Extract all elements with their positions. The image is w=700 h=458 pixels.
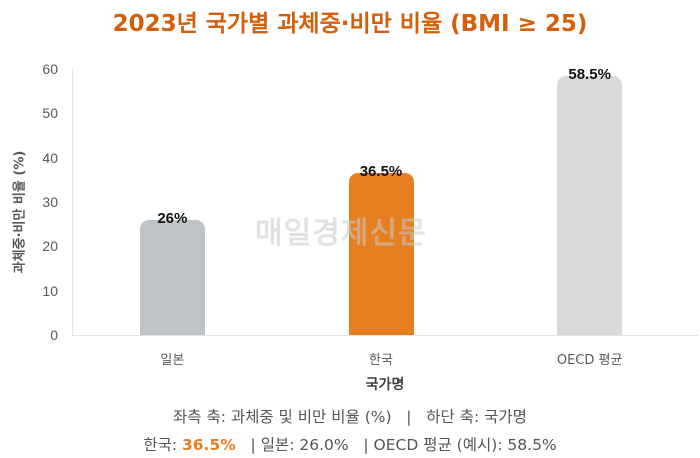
chart-title: 2023년 국가별 과체중·비만 비율 (BMI ≥ 25) [112,11,588,37]
y-tick-label: 40 [42,149,58,166]
bar-value-label: 36.5% [359,162,403,180]
caption-axes: 좌측 축: 과체중 및 비만 비율 (%) | 하단 축: 국가명 [173,408,527,426]
watermark: 매일경제신문 [255,216,427,251]
caption-values: 한국: 36.5% | 일본: 26.0% | OECD 평균 (예시): 58… [0,433,700,455]
bar-0 [139,219,205,335]
x-tick-label: 일본 [160,353,185,368]
y-tick-label: 10 [42,282,58,299]
y-tick-label: 20 [42,238,58,255]
y-axis-line [72,69,73,336]
bar-1 [348,173,414,335]
y-axis-label: 과체중·비만 비율 (%) [12,150,28,274]
x-tick-label: 한국 [369,353,393,368]
caption-korea-prefix: 한국: [143,436,182,454]
x-axis-line [72,335,698,336]
x-axis-label: 국가명 [365,377,405,393]
bar-value-label: 58.5% [568,65,611,83]
caption-others: | 일본: 26.0% | OECD 평균 (예시): 58.5% [235,436,557,454]
y-tick-label: 60 [42,61,58,77]
x-tick-label: OECD 평균 [556,353,623,368]
bar-value-label: 26% [157,209,188,227]
caption-korea-value: 36.5% [181,436,236,454]
y-tick-label: 50 [42,105,58,122]
bar-2 [557,75,623,335]
y-tick-label: 30 [42,194,58,210]
y-tick-label: 0 [50,327,58,343]
